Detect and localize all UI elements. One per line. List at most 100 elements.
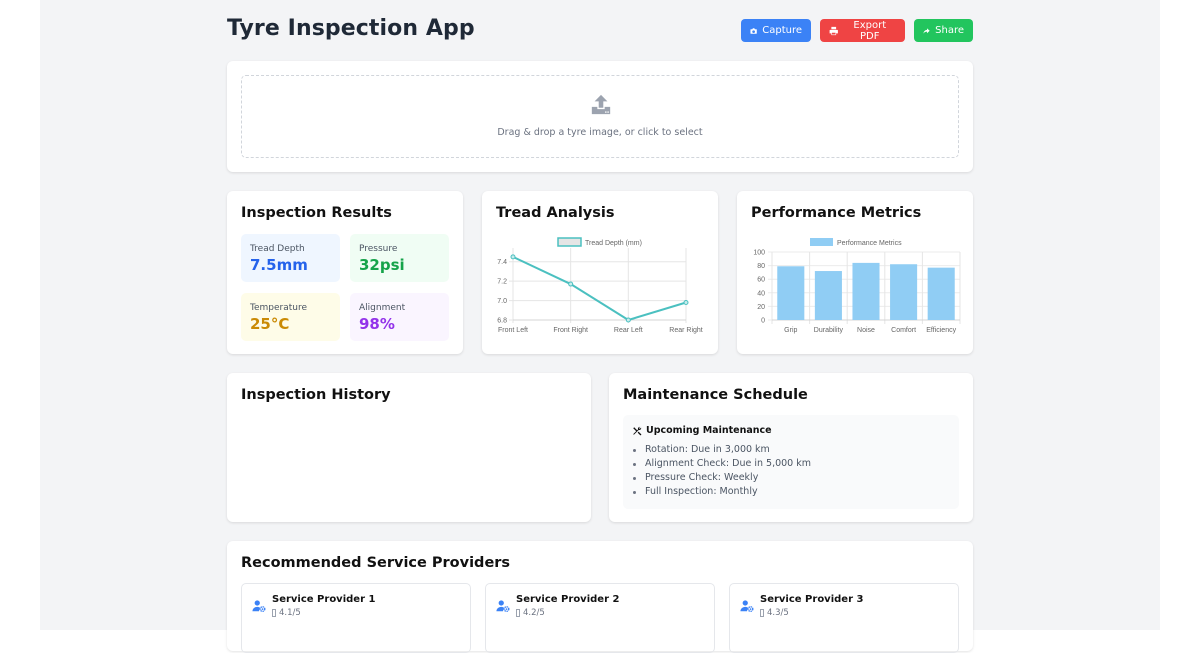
maintenance-item: Rotation: Due in 3,000 km — [632, 443, 811, 457]
maintenance-schedule-title: Maintenance Schedule — [623, 387, 808, 403]
print-icon — [829, 26, 838, 35]
x-tick: Comfort — [891, 327, 916, 334]
provider-rating: 4.1/5 — [272, 608, 301, 618]
y-tick: 20 — [757, 304, 765, 311]
inspection-results-title: Inspection Results — [241, 205, 392, 221]
export-label: Export PDF — [853, 19, 887, 42]
camera-icon — [750, 27, 757, 34]
performance-metrics-title: Performance Metrics — [751, 205, 922, 221]
bar-efficiency — [927, 267, 955, 320]
star-icon — [272, 609, 276, 617]
data-point — [683, 300, 689, 306]
svg-text:Performance Metrics: Performance Metrics — [837, 240, 902, 247]
metric-value: 32psi — [359, 256, 405, 274]
upcoming-maintenance-box: Upcoming Maintenance Rotation: Due in 3,… — [623, 415, 959, 509]
data-point — [625, 317, 631, 323]
upload-card: Drag & drop a tyre image, or click to se… — [227, 61, 973, 172]
tread-depth-metric: Tread Depth 7.5mm — [241, 234, 340, 282]
maintenance-list: Rotation: Due in 3,000 km Alignment Chec… — [632, 443, 811, 499]
y-tick: 7.0 — [497, 298, 507, 305]
user-gear-icon — [740, 600, 754, 613]
tread-analysis-title: Tread Analysis — [496, 205, 615, 221]
maintenance-schedule-card: Maintenance Schedule Upcoming Maintenanc… — [609, 373, 973, 522]
y-tick: 6.8 — [497, 318, 507, 325]
tread-line-chart: Tread Depth (mm) 6.8 7.0 7.2 7.4 Front Left Fr… — [497, 237, 703, 334]
share-label: Share — [935, 25, 964, 36]
provider-name: Service Provider 3 — [760, 594, 864, 605]
capture-label: Capture — [762, 25, 802, 36]
metric-value: 7.5mm — [250, 256, 308, 274]
y-tick: 80 — [757, 263, 765, 270]
capture-button[interactable]: Capture — [741, 19, 811, 42]
y-tick: 7.2 — [497, 279, 507, 286]
tread-depth-line — [512, 255, 687, 322]
performance-bar-chart: Performance Metrics 0 20 40 60 80 100 Grip Durab… — [753, 238, 961, 334]
tools-icon — [633, 426, 642, 435]
x-tick: Noise — [857, 327, 875, 334]
data-point — [510, 254, 516, 260]
tread-analysis-card: Tread Analysis Tread Depth (mm) 6.8 7.0 7.2… — [482, 191, 718, 354]
bar-comfort — [890, 264, 918, 320]
inspection-history-title: Inspection History — [241, 387, 391, 403]
upcoming-maintenance-label: Upcoming Maintenance — [646, 425, 772, 436]
bar-durability — [814, 271, 842, 320]
star-icon — [760, 609, 764, 617]
maintenance-item: Pressure Check: Weekly — [632, 471, 811, 485]
share-button[interactable]: Share — [914, 19, 973, 42]
user-gear-icon — [496, 600, 510, 613]
provider-rating: 4.2/5 — [516, 608, 545, 618]
data-point — [568, 281, 574, 287]
x-tick: Rear Right — [669, 327, 703, 334]
service-providers-card: Recommended Service Providers Service Pr… — [227, 541, 973, 653]
bar-grip — [777, 266, 805, 320]
maintenance-item: Full Inspection: Monthly — [632, 485, 811, 499]
export-pdf-button[interactable]: Export PDF — [820, 19, 905, 42]
metric-value: 25°C — [250, 315, 290, 333]
maintenance-item: Alignment Check: Due in 5,000 km — [632, 457, 811, 471]
y-tick: 100 — [753, 250, 765, 257]
header: Tyre Inspection App Capture Export PDF S… — [227, 14, 973, 46]
metric-label: Tread Depth — [250, 244, 305, 254]
upload-icon — [591, 94, 611, 115]
service-provider-card[interactable]: Service Provider 3 4.3/5 — [729, 583, 959, 653]
dropzone-text: Drag & drop a tyre image, or click to se… — [497, 127, 703, 138]
x-tick: Durability — [814, 327, 844, 334]
y-tick: 60 — [757, 277, 765, 284]
provider-name: Service Provider 1 — [272, 594, 376, 605]
y-tick: 7.4 — [497, 259, 507, 266]
alignment-metric: Alignment 98% — [350, 293, 449, 341]
metric-label: Alignment — [359, 303, 406, 313]
upcoming-maintenance-heading: Upcoming Maintenance — [632, 425, 772, 436]
image-dropzone[interactable]: Drag & drop a tyre image, or click to se… — [241, 75, 959, 158]
x-tick: Front Right — [553, 327, 588, 334]
y-tick: 0 — [761, 318, 765, 325]
x-tick: Efficiency — [926, 327, 956, 334]
x-tick: Front Left — [498, 327, 528, 334]
share-icon — [923, 27, 930, 34]
provider-rating-value: 4.3/5 — [767, 608, 789, 618]
service-provider-card[interactable]: Service Provider 2 4.2/5 — [485, 583, 715, 653]
provider-rating-value: 4.2/5 — [523, 608, 545, 618]
service-providers-title: Recommended Service Providers — [241, 555, 511, 571]
inspection-results-card: Inspection Results Tread Depth 7.5mm Pre… — [227, 191, 463, 354]
service-provider-card[interactable]: Service Provider 1 4.1/5 — [241, 583, 471, 653]
x-tick: Rear Left — [614, 327, 643, 334]
provider-rating-value: 4.1/5 — [279, 608, 301, 618]
user-gear-icon — [252, 600, 266, 613]
metric-label: Pressure — [359, 244, 398, 254]
app-title: Tyre Inspection App — [227, 16, 475, 41]
provider-rating: 4.3/5 — [760, 608, 789, 618]
inspection-history-card: Inspection History — [227, 373, 591, 522]
chart-legend[interactable]: Tread Depth (mm) — [557, 237, 642, 247]
header-actions: Capture Export PDF Share — [741, 19, 973, 42]
bar-noise — [852, 262, 880, 320]
star-icon — [516, 609, 520, 617]
y-tick: 40 — [757, 290, 765, 297]
chart-legend[interactable]: Performance Metrics — [810, 238, 902, 247]
temperature-metric: Temperature 25°C — [241, 293, 340, 341]
performance-metrics-card: Performance Metrics Performance Metrics 0… — [737, 191, 973, 354]
metric-value: 98% — [359, 315, 395, 333]
svg-text:Tread Depth (mm): Tread Depth (mm) — [585, 240, 642, 247]
metric-label: Temperature — [250, 303, 308, 313]
provider-name: Service Provider 2 — [516, 594, 620, 605]
